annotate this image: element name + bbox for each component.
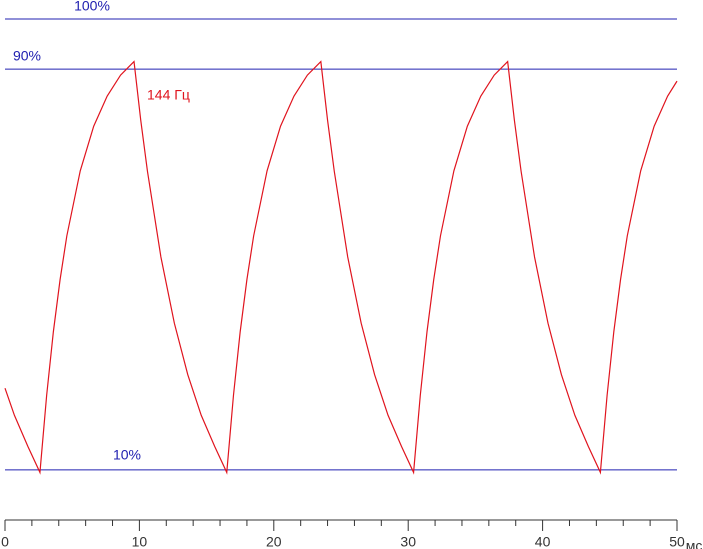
series-label: 144 Гц	[147, 87, 190, 103]
x-tick-label: 0	[1, 534, 9, 549]
reference-label: 90%	[13, 48, 41, 64]
reference-label: 100%	[74, 0, 110, 14]
series-line	[4, 60, 678, 475]
x-tick-label: 10	[132, 534, 148, 549]
x-tick-label: 40	[535, 534, 551, 549]
x-tick-label: 30	[400, 534, 416, 549]
x-axis-label: мс	[686, 538, 703, 549]
reference-label: 10%	[113, 447, 141, 463]
x-tick-label: 20	[266, 534, 282, 549]
x-tick-label: 50	[669, 534, 685, 549]
